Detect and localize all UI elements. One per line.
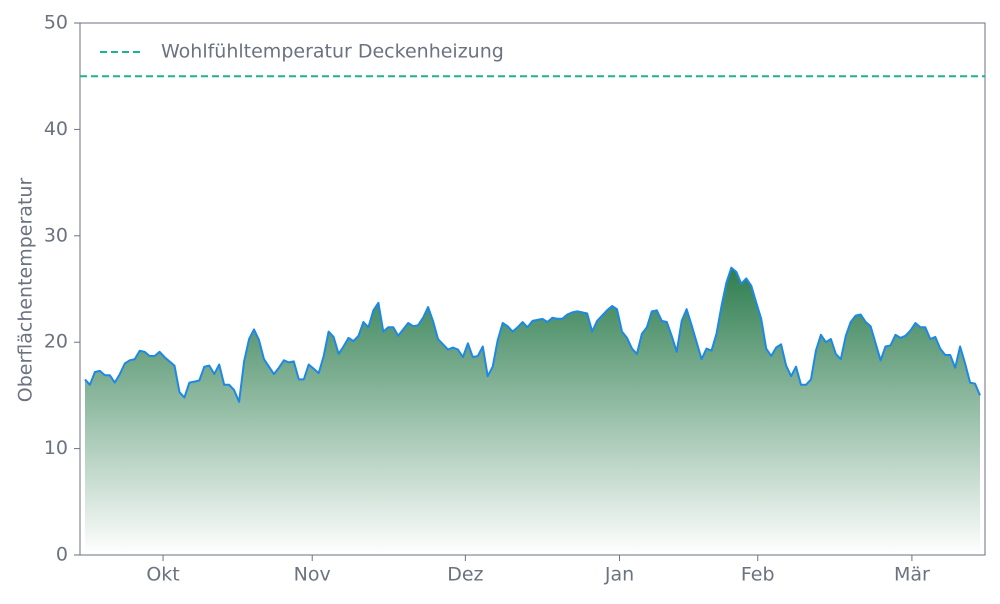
x-tick-label: Mär xyxy=(894,564,930,586)
y-tick-label: 50 xyxy=(44,12,68,34)
x-tick-label: Feb xyxy=(741,564,775,586)
x-tick-label: Dez xyxy=(447,564,483,586)
x-tick-label: Okt xyxy=(146,564,179,586)
y-axis-label: Oberflächentemperatur xyxy=(15,178,37,403)
line xyxy=(84,266,981,403)
x-tick-label: Nov xyxy=(294,564,331,586)
legend-label: Wohlfühltemperatur Deckenheizung xyxy=(161,41,504,63)
y-tick-label: 20 xyxy=(44,331,68,353)
y-tick-label: 40 xyxy=(44,118,68,140)
area-fill xyxy=(85,267,980,555)
y-tick-label: 30 xyxy=(44,224,68,246)
y-tick-label: 10 xyxy=(44,437,68,459)
plot-frame xyxy=(79,22,986,556)
y-tick-label: 0 xyxy=(56,544,68,566)
x-tick-label: Jan xyxy=(604,564,634,586)
